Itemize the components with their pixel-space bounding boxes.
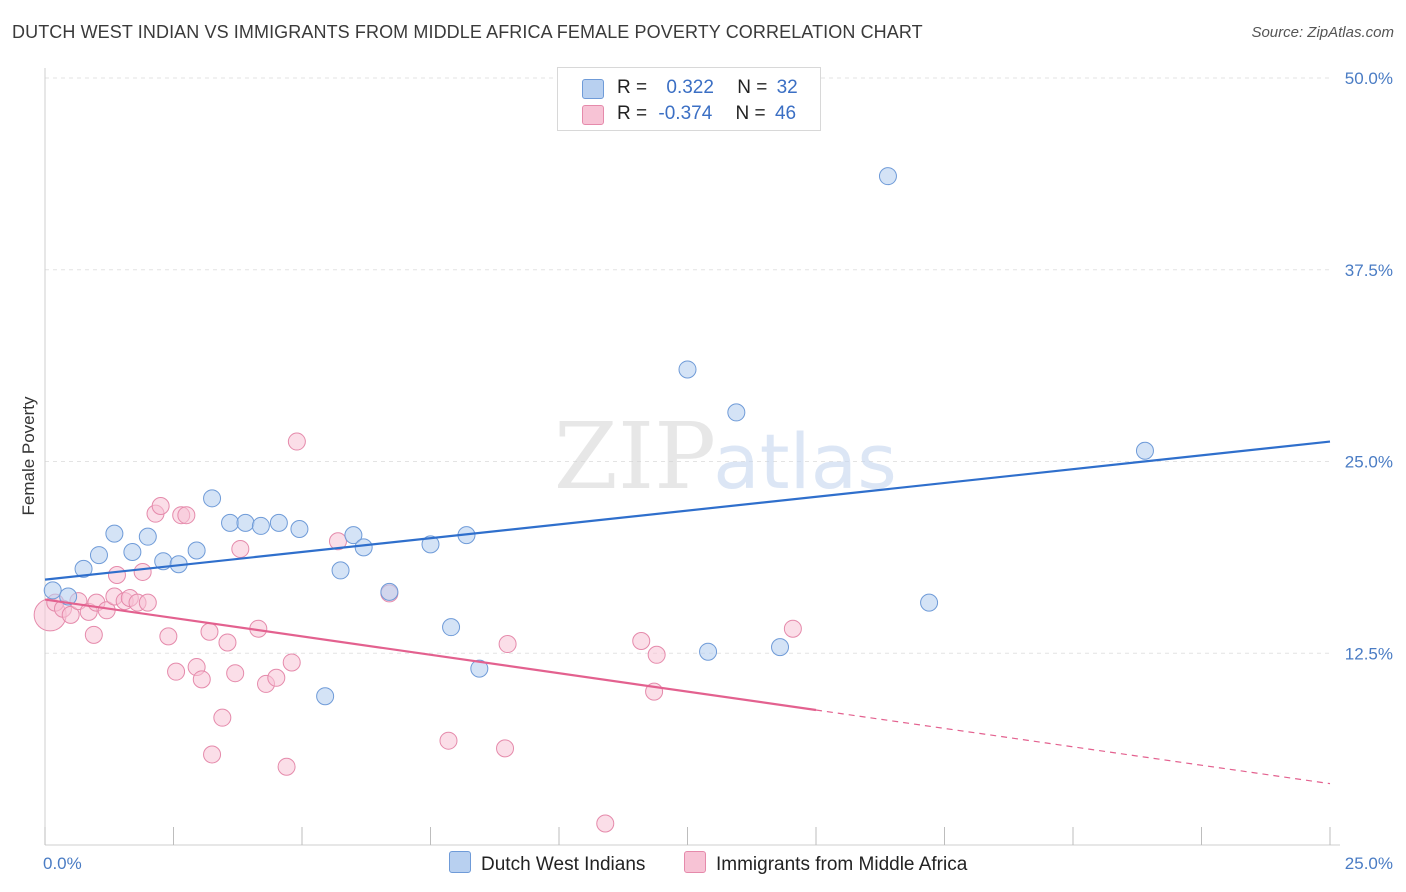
pink-point-34 (282, 653, 301, 672)
blue-point-5 (123, 543, 142, 562)
blue-trend-line (44, 440, 1331, 581)
pink-point-38 (439, 731, 458, 750)
pink-trend-line-dashed (815, 709, 1331, 785)
blue-point-26 (699, 642, 718, 661)
blue-point-6 (138, 527, 157, 546)
blue-point-2 (74, 559, 93, 578)
pink-point-23 (192, 670, 211, 689)
watermark-atlas: atlas (713, 417, 897, 506)
blue-point-12 (236, 513, 255, 532)
blue-point-18 (344, 526, 363, 545)
bottom-legend-swatch-blue (449, 851, 471, 873)
blue-point-11 (221, 513, 240, 532)
pink-point-19 (167, 662, 186, 681)
pink-point-45 (783, 619, 802, 638)
r-label: R = (617, 77, 648, 98)
blue-point-28 (771, 638, 790, 657)
pink-point-28 (226, 664, 245, 683)
n-value-series2: 46 (774, 103, 797, 124)
pink-point-6 (84, 625, 103, 644)
bottom-legend-label-series2: Immigrants from Middle Africa (716, 854, 968, 875)
n-value-series1: 32 (776, 77, 798, 98)
bottom-legend-swatch-pink (684, 851, 706, 873)
blue-point-24 (470, 659, 489, 678)
series-immigrants-middle-africa-points (33, 432, 802, 833)
n-label: N = (735, 103, 766, 124)
blue-point-4 (105, 524, 124, 543)
blue-point-16 (316, 687, 335, 706)
blue-point-29 (878, 167, 897, 186)
y-tick-label-2: 37.5% (1345, 261, 1393, 280)
r-value-series2: -0.374 (658, 103, 713, 124)
pink-point-21 (177, 506, 196, 525)
blue-point-17 (331, 561, 350, 580)
pink-point-26 (213, 708, 232, 727)
bottom-legend-label-series1: Dutch West Indians (481, 854, 646, 875)
blue-point-9 (187, 541, 206, 560)
legend-swatch-pink (582, 105, 604, 125)
blue-point-1 (59, 587, 78, 606)
pink-point-39 (496, 739, 515, 758)
y-tick-label-3: 50.0% (1345, 69, 1393, 88)
r-value-series1: 0.322 (666, 77, 714, 98)
legend-swatch-blue (582, 79, 604, 99)
watermark-zip: ZIP (554, 403, 716, 510)
pink-point-15 (138, 593, 157, 612)
pink-point-41 (596, 814, 615, 833)
pink-point-32 (267, 668, 286, 687)
pink-trend-line (44, 598, 817, 712)
tick-labels: 12.5% 25.0% 37.5% 50.0% 0.0% 25.0% (43, 69, 1393, 873)
blue-point-21 (421, 535, 440, 554)
blue-point-25 (678, 360, 697, 379)
blue-point-22 (442, 618, 461, 637)
pink-point-25 (203, 745, 222, 764)
pink-point-18 (159, 627, 178, 646)
blue-point-31 (1135, 441, 1154, 460)
blue-point-13 (251, 516, 270, 535)
blue-point-15 (290, 519, 309, 538)
pink-point-29 (231, 539, 250, 558)
pink-point-33 (277, 757, 296, 776)
blue-point-27 (727, 403, 746, 422)
pink-point-35 (287, 432, 306, 451)
watermark: ZIP atlas (554, 403, 897, 510)
blue-point-19 (354, 538, 373, 557)
y-tick-label-0: 12.5% (1345, 644, 1393, 663)
pink-point-3 (61, 605, 80, 624)
trend-lines (44, 440, 1331, 785)
source-label: Source: ZipAtlas.com (1251, 24, 1394, 41)
blue-point-10 (203, 489, 222, 508)
x-tick-label-0: 0.0% (43, 854, 82, 873)
stats-legend: R = 0.322 N = 32 R = -0.374 N = 46 (557, 67, 821, 131)
blue-point-0 (43, 581, 62, 600)
pink-point-44 (647, 645, 666, 664)
y-tick-label-1: 25.0% (1345, 453, 1393, 472)
chart-title: DUTCH WEST INDIAN VS IMMIGRANTS FROM MID… (12, 22, 923, 42)
bottom-legend-series2: Immigrants from Middle Africa (684, 851, 967, 876)
pink-point-36 (328, 532, 347, 551)
pink-point-40 (498, 635, 517, 654)
r-label: R = (617, 103, 648, 124)
pink-point-42 (632, 631, 651, 650)
pink-point-10 (107, 566, 126, 585)
pink-point-17 (151, 496, 170, 515)
series-dutch-west-indians-points (43, 167, 1154, 706)
blue-point-3 (89, 546, 108, 565)
blue-point-14 (269, 513, 288, 532)
bottom-legend-series1: Dutch West Indians (449, 851, 645, 876)
x-tick-label-1: 25.0% (1345, 854, 1393, 873)
pink-point-27 (218, 633, 237, 652)
pink-point-14 (133, 562, 152, 581)
blue-point-20 (380, 582, 399, 601)
blue-point-30 (920, 593, 939, 612)
pink-point-24 (200, 622, 219, 641)
axes (44, 68, 1340, 846)
n-label: N = (737, 77, 768, 98)
y-axis-label: Female Poverty (19, 396, 38, 516)
